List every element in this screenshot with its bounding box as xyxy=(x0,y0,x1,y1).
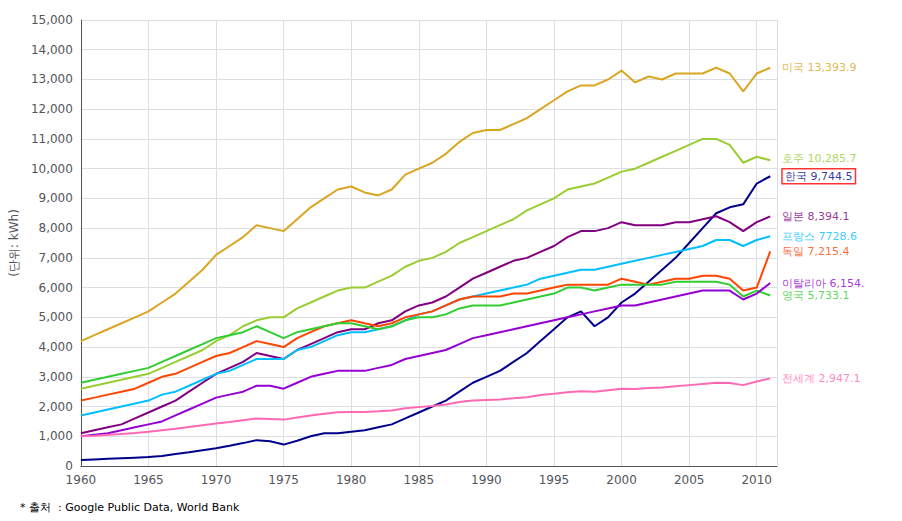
svg-text:* 출처 : Google Public Data, Wo: * 출처 : Google Public Data, World Bank xyxy=(20,501,240,514)
svg-text:1985: 1985 xyxy=(404,473,435,487)
svg-text:1975: 1975 xyxy=(268,473,299,487)
svg-text:10,000: 10,000 xyxy=(31,162,73,176)
svg-text:2010: 2010 xyxy=(741,473,772,487)
svg-text:11,000: 11,000 xyxy=(31,132,73,146)
svg-text:7,000: 7,000 xyxy=(39,251,73,265)
svg-text:한국 9,744.5: 한국 9,744.5 xyxy=(785,170,852,183)
svg-text:14,000: 14,000 xyxy=(31,43,73,57)
svg-text:1980: 1980 xyxy=(336,473,367,487)
svg-text:4,000: 4,000 xyxy=(39,340,73,354)
svg-text:2005: 2005 xyxy=(674,473,705,487)
svg-text:1970: 1970 xyxy=(201,473,232,487)
svg-text:15,000: 15,000 xyxy=(31,13,73,27)
svg-text:전세계 2,947.1: 전세계 2,947.1 xyxy=(782,372,860,385)
svg-text:이탈리아 6,154.: 이탈리아 6,154. xyxy=(782,277,864,290)
svg-text:13,000: 13,000 xyxy=(31,72,73,86)
svg-text:호주 10,285.7: 호주 10,285.7 xyxy=(782,152,856,165)
svg-text:미국 13,393.9: 미국 13,393.9 xyxy=(782,61,856,74)
svg-text:프랑스 7728.6: 프랑스 7728.6 xyxy=(782,230,857,243)
svg-text:(단위: kWh): (단위: kWh) xyxy=(7,209,21,277)
svg-text:1960: 1960 xyxy=(66,473,97,487)
svg-text:9,000: 9,000 xyxy=(39,191,73,205)
svg-text:3,000: 3,000 xyxy=(39,370,73,384)
svg-text:0: 0 xyxy=(65,459,73,473)
svg-text:12,000: 12,000 xyxy=(31,102,73,116)
svg-text:1,000: 1,000 xyxy=(39,429,73,443)
svg-text:독일 7,215.4: 독일 7,215.4 xyxy=(782,245,849,258)
svg-text:1990: 1990 xyxy=(471,473,502,487)
svg-text:6,000: 6,000 xyxy=(39,281,73,295)
svg-text:8,000: 8,000 xyxy=(39,221,73,235)
svg-text:1965: 1965 xyxy=(133,473,164,487)
svg-text:영국 5,733.1: 영국 5,733.1 xyxy=(782,289,849,302)
svg-text:일본 8,394.1: 일본 8,394.1 xyxy=(782,210,849,223)
svg-text:5,000: 5,000 xyxy=(39,310,73,324)
svg-text:1995: 1995 xyxy=(539,473,570,487)
svg-text:2,000: 2,000 xyxy=(39,400,73,414)
svg-text:2000: 2000 xyxy=(606,473,637,487)
